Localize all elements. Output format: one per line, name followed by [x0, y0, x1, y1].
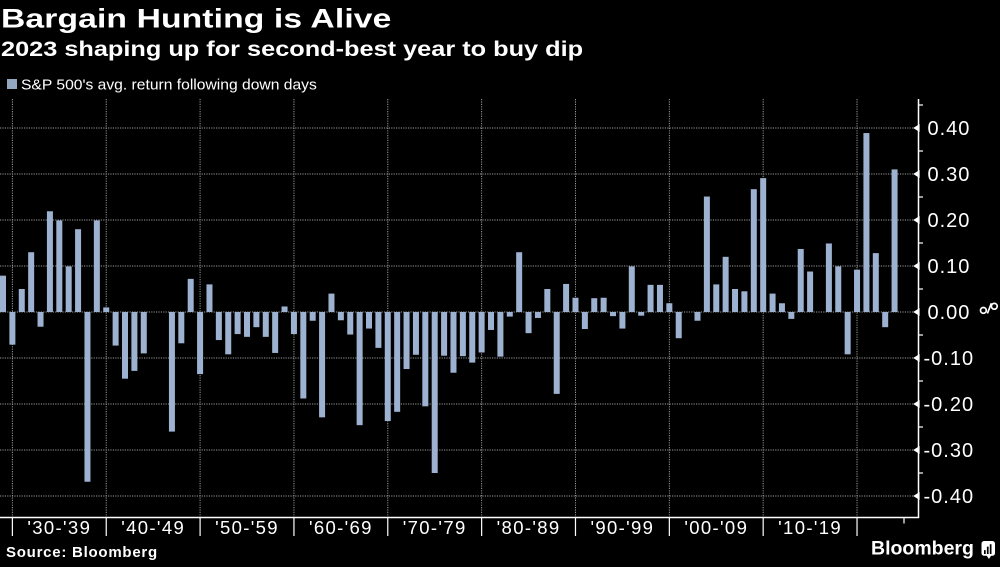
svg-text:'90-'99: '90-'99 — [590, 517, 654, 538]
svg-text:'80-'89: '80-'89 — [497, 517, 561, 538]
svg-text:-0.10: -0.10 — [924, 348, 975, 370]
svg-text:2023 shaping up for second-bes: 2023 shaping up for second-best year to … — [1, 37, 583, 60]
svg-text:S&P 500's avg. return followin: S&P 500's avg. return following down day… — [21, 77, 317, 93]
svg-text:'60-'69: '60-'69 — [309, 517, 373, 538]
svg-text:0.10: 0.10 — [928, 256, 971, 278]
svg-text:'50-'59: '50-'59 — [215, 517, 279, 538]
svg-text:'40-'49: '40-'49 — [121, 517, 185, 538]
svg-text:'30-'39: '30-'39 — [27, 517, 91, 538]
svg-text:-0.20: -0.20 — [924, 394, 975, 416]
svg-text:Source: Bloomberg: Source: Bloomberg — [6, 544, 158, 561]
svg-text:Bloomberg: Bloomberg — [871, 538, 974, 560]
svg-text:0.40: 0.40 — [928, 118, 971, 140]
svg-text:'10-'19: '10-'19 — [778, 517, 842, 538]
svg-text:-0.40: -0.40 — [924, 486, 975, 508]
svg-text:'70-'79: '70-'79 — [403, 517, 467, 538]
svg-text:'00-'09: '00-'09 — [684, 517, 748, 538]
svg-text:0.20: 0.20 — [928, 210, 971, 232]
svg-text:0.30: 0.30 — [928, 164, 971, 186]
svg-text:0.00: 0.00 — [928, 302, 971, 324]
svg-text:-0.30: -0.30 — [924, 440, 975, 462]
svg-text:Bargain Hunting is Alive: Bargain Hunting is Alive — [1, 5, 391, 34]
